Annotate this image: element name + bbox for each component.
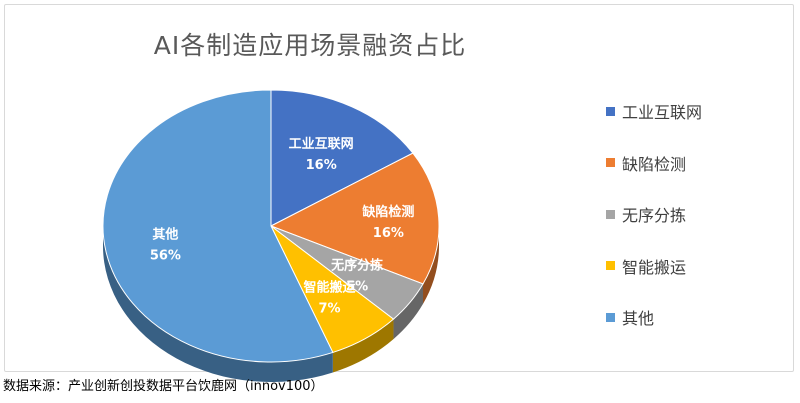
legend-swatch-5	[606, 312, 615, 322]
legend-entry-2: 缺陷检测	[606, 150, 702, 176]
legend-swatch-1	[606, 106, 615, 116]
slice-label-percent-4: 7%	[319, 302, 341, 317]
legend-swatch-4	[606, 261, 615, 271]
chart-legend: 工业互联网缺陷检测无序分拣智能搬运其他	[606, 98, 702, 356]
legend-entry-1: 工业互联网	[606, 98, 702, 124]
legend-entry-5: 其他	[606, 304, 702, 330]
slice-label-name-1: 工业互联网	[289, 136, 354, 152]
slice-label-percent-5: 56%	[150, 248, 181, 263]
legend-entry-4: 智能搬运	[606, 253, 702, 279]
pie-side-walls	[103, 226, 439, 382]
slice-label-name-5: 其他	[152, 226, 178, 242]
legend-label-2: 缺陷检测	[622, 154, 687, 174]
slice-label-percent-3: 5%	[346, 279, 368, 294]
legend-swatch-2	[606, 158, 615, 168]
chart-title: AI各制造应用场景融资占比	[153, 31, 467, 60]
pie-slice-2	[269, 152, 440, 285]
legend-label-1: 工业互联网	[622, 103, 703, 122]
pie-side-5	[103, 226, 333, 382]
source-note: 数据来源：产业创新创投数据平台饮鹿网（innov100）	[3, 379, 324, 394]
pie-side-3	[393, 283, 424, 340]
legend-label-4: 智能搬运	[622, 257, 687, 277]
legend-entry-3: 无序分拣	[606, 201, 702, 227]
legend-swatch-3	[606, 209, 615, 219]
pie-slice-5	[102, 89, 334, 363]
legend-label-3: 无序分拣	[622, 206, 687, 226]
slice-label-name-2: 缺陷检测	[361, 204, 414, 220]
pie-side-4	[332, 319, 394, 373]
legend-label-5: 其他	[622, 309, 655, 329]
pie-slice-1	[270, 89, 414, 227]
slice-label-percent-2: 16%	[373, 226, 404, 241]
pie-slices	[102, 89, 440, 363]
slice-label-name-3: 无序分拣	[330, 257, 383, 273]
pie-side-2	[423, 226, 439, 304]
slice-label-name-4: 智能搬运	[304, 280, 356, 296]
slice-labels: 工业互联网 16% 缺陷检测 16% 无序分拣 5%智能搬运 7% 其他 56%	[150, 136, 415, 317]
slice-label-percent-1: 16%	[306, 158, 337, 173]
